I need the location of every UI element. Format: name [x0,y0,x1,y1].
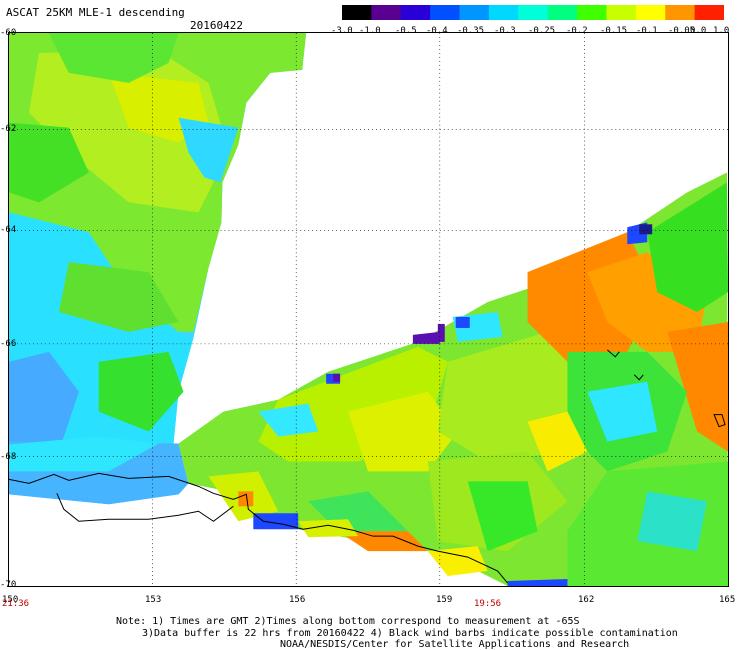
colorbar-label: -0.3 [494,26,516,36]
colorbar-cell [577,5,607,20]
lon-label: 150 [2,595,19,605]
lon-label: 165 [719,595,736,605]
colorbar-label: -1.0 [359,26,381,36]
lat-label: -66 [0,339,17,349]
colorbar-cell [400,5,431,20]
lat-label: -68 [0,452,17,462]
colorbar-label: -0.05 [668,26,696,36]
lon-label: 159 [436,595,453,605]
scatterometer-map [8,32,729,587]
colorbar-cell [430,5,461,20]
graticule [9,33,728,586]
note-line-2: 3)Data buffer is 22 hrs from 20160422 4)… [142,628,678,639]
colorbar-label: -0.15 [600,26,628,36]
colorbar-cell [606,5,637,20]
lat-label: -70 [0,580,17,590]
colorbar-cell [635,5,666,20]
colorbar [342,5,724,20]
colorbar-cell [547,5,578,20]
colorbar-label: 1.0 [713,26,730,36]
lon-label: 162 [578,595,595,605]
colorbar-label: -3.0 [331,26,353,36]
colorbar-cell [694,5,724,20]
colorbar-cell [459,5,490,20]
colorbar-cell [342,5,372,20]
colorbar-label: 0.0 [690,26,707,36]
colorbar-label: -0.2 [566,26,588,36]
lon-label: 153 [145,595,162,605]
lon-label: 156 [289,595,306,605]
product-title: ASCAT 25KM MLE-1 descending [6,6,185,19]
colorbar-label: -0.25 [528,26,556,36]
colorbar-label: -0.1 [636,26,658,36]
coastline [9,349,726,584]
product-date: 20160422 [190,19,243,32]
lat-label: -60 [0,28,17,38]
colorbar-cell [665,5,696,20]
colorbar-cell [371,5,402,20]
note-line-3: NOAA/NESDIS/Center for Satellite Applica… [280,639,630,650]
note-line-1: Note: 1) Times are GMT 2)Times along bot… [116,616,580,627]
colorbar-cell [488,5,519,20]
colorbar-label: -0.35 [457,26,485,36]
colorbar-cell [518,5,549,20]
colorbar-label: -0.4 [426,26,448,36]
lat-label: -64 [0,225,17,235]
lat-label: -62 [0,124,17,134]
time-label: 19:56 [474,599,502,609]
colorbar-label: -0.5 [395,26,417,36]
time-label: 21:36 [2,599,30,609]
